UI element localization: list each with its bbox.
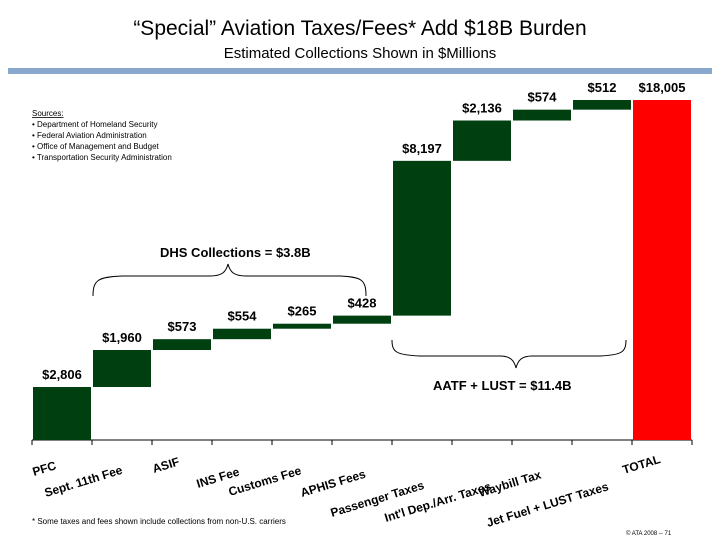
- value-label-passenger-taxes: $8,197: [402, 141, 442, 156]
- footnote: * Some taxes and fees shown include coll…: [32, 517, 286, 526]
- category-label-total: TOTAL: [621, 452, 662, 477]
- copyright: © ATA 2008 -- 71: [626, 530, 672, 537]
- bar-ins-fee: [213, 328, 271, 340]
- bar-pfc: [33, 387, 91, 440]
- dhs-collections-label: DHS Collections = $3.8B: [160, 245, 311, 260]
- value-label-ins-fee: $554: [228, 309, 258, 324]
- category-label-waybill-tax: Waybill Tax: [477, 467, 543, 499]
- source-item-4: • Transportation Security Administration: [32, 153, 172, 162]
- bars: [33, 100, 691, 440]
- bar-aphis-fees: [333, 315, 391, 324]
- chart-subtitle: Estimated Collections Shown in $Millions: [224, 45, 497, 62]
- value-label-aphis-fees: $428: [348, 296, 377, 311]
- x-axis-ticks: [31, 440, 693, 445]
- bar-customs-fee: [273, 323, 331, 329]
- bar-sept-11th-fee: [93, 350, 151, 388]
- category-label-asif: ASIF: [151, 454, 181, 475]
- source-item-1: • Department of Homeland Security: [32, 120, 158, 129]
- aatf-lust-label: AATF + LUST = $11.4B: [433, 378, 571, 393]
- value-label-total: $18,005: [639, 80, 686, 95]
- value-label-asif: $573: [168, 319, 197, 334]
- bar-jet-fuel-lust-taxes: [573, 100, 631, 110]
- value-label-sept-11th-fee: $1,960: [102, 330, 142, 345]
- aatf-brace: [391, 339, 627, 369]
- bar-int-l-dep-arr-taxes: [453, 120, 511, 161]
- value-label-customs-fee: $265: [288, 304, 317, 319]
- title-rule: [8, 68, 712, 74]
- value-labels: $2,806 $1,960 $573 $554 $265 $428 $8,197 $2,136…: [42, 80, 685, 382]
- dhs-brace: [92, 263, 367, 297]
- source-item-3: • Office of Management and Budget: [32, 142, 160, 151]
- category-label-pfc: PFC: [31, 458, 58, 479]
- bar-asif: [153, 339, 211, 351]
- value-label-waybill-tax: $574: [528, 90, 558, 105]
- value-label-int-l-dep-arr-taxes: $2,136: [462, 101, 502, 116]
- category-label-customs-fee: Customs Fee: [227, 463, 303, 499]
- value-label-jet-fuel-lust-taxes: $512: [588, 80, 617, 95]
- bar-waybill-tax: [513, 109, 571, 121]
- chart-title: “Special” Aviation Taxes/Fees* Add $18B …: [133, 17, 586, 40]
- source-item-2: • Federal Aviation Administration: [32, 131, 147, 140]
- value-label-pfc: $2,806: [42, 367, 82, 382]
- sources-heading: Sources:: [32, 109, 64, 118]
- category-label-aphis-fees: APHIS Fees: [299, 467, 368, 500]
- bar-total: [633, 100, 691, 440]
- bar-passenger-taxes: [393, 160, 451, 316]
